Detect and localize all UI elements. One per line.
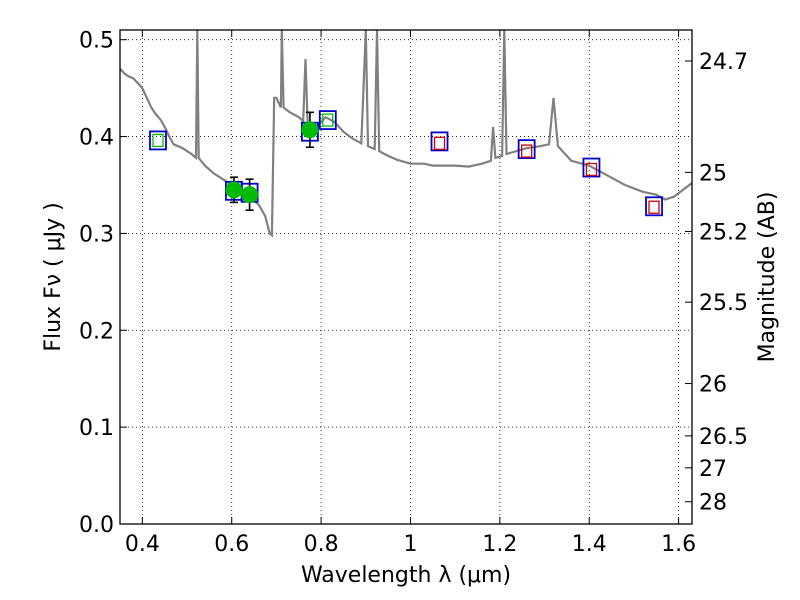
right-tick-label: 25.5 [699,291,748,316]
model-band-square [582,157,601,178]
model-spectrum [120,30,692,238]
model-band-square [430,131,449,152]
spectrum-line [120,30,692,238]
red-open-square [521,144,533,158]
y-tick-label: 0.4 [79,126,114,151]
observed-point [301,121,319,139]
right-tick-label: 27 [699,457,727,482]
x-tick-label: 1.4 [572,532,607,557]
y-axis-label: Flux Fν ( μJy ) [41,202,66,351]
right-tick-label: 26 [699,373,727,398]
red-open-square [585,162,598,177]
observed-point [241,186,259,204]
axis-ticks: 0.4 0.6 0.8 1 1.2 1.4 1.6 0.0 0.1 0.2 0.3 0.4 0.5 24.… [79,29,748,557]
model-band-square [149,130,167,151]
right-tick-label: 28 [699,491,727,516]
x-tick-label: 1.6 [661,532,696,557]
right-tick-label: 25.2 [699,220,748,245]
y-tick-label: 0.5 [79,29,114,54]
y-tick-label: 0.1 [79,416,114,441]
green-open-square [322,113,334,127]
grid [120,30,692,525]
photometry-markers [149,110,663,217]
x-tick-label: 0.8 [304,532,339,557]
x-axis-label: Wavelength λ (μm) [301,563,511,588]
right-tick-label: 26.5 [699,425,748,450]
right-axis-label: Magnitude (AB) [755,192,780,363]
plot-frame [119,29,693,525]
red-open-square [433,136,446,150]
right-tick-label: 24.7 [699,50,748,75]
red-open-square [648,200,660,214]
x-tick-label: 1 [403,532,417,557]
model-band-square [517,139,536,160]
y-tick-label: 0.2 [79,319,114,344]
green-open-square [152,133,164,148]
right-tick-label: 25 [699,161,727,186]
model-band-square [318,110,337,130]
x-tick-label: 0.6 [214,532,249,557]
x-tick-label: 0.4 [125,532,160,557]
y-tick-label: 0.3 [79,222,114,247]
observed-point [225,181,243,199]
y-tick-label: 0.0 [79,513,114,538]
model-band-square [645,196,663,217]
x-tick-label: 1.2 [482,532,517,557]
